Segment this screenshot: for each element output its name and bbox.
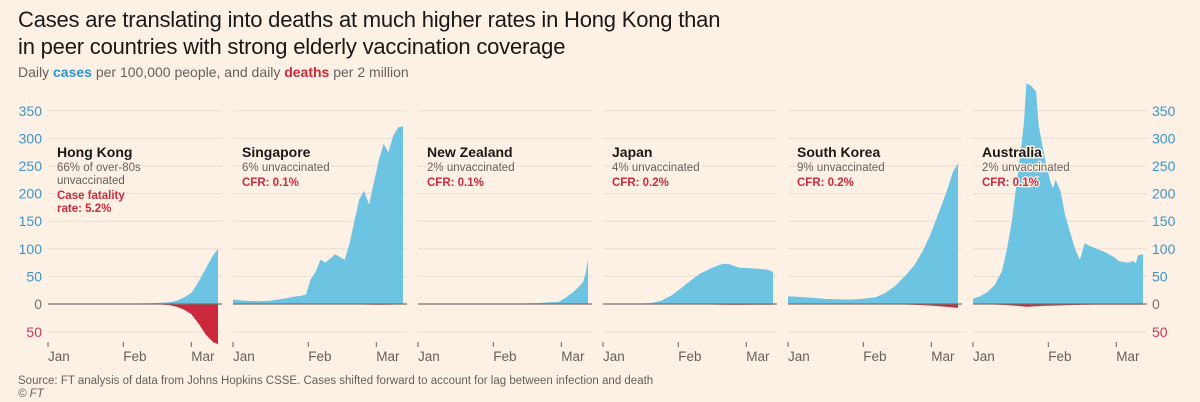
- panel-title: South Korea: [797, 144, 880, 160]
- y-tick-label-right: 50: [1152, 268, 1168, 284]
- panel-cfr-label: CFR: 0.1%: [242, 177, 299, 189]
- subtitle-deaths-keyword: deaths: [284, 64, 330, 80]
- panel-vaccination-note: 9% unvaccinated: [797, 162, 885, 174]
- x-tick-label: Feb: [678, 349, 701, 364]
- y-tick-label-left: 150: [19, 213, 43, 229]
- x-tick-label: Mar: [746, 349, 770, 364]
- subtitle-suffix: per 2 million: [329, 64, 409, 80]
- x-tick-label: Jan: [788, 349, 810, 364]
- x-tick-label: Jan: [48, 349, 70, 364]
- y-tick-label-left: 0: [34, 296, 42, 312]
- panel-cfr-label: Case fatality: [57, 190, 125, 202]
- y-tick-label-left: 200: [19, 186, 43, 202]
- x-tick-label: Mar: [931, 349, 955, 364]
- x-tick-label: Jan: [973, 349, 995, 364]
- death-tick-label-left: 50: [26, 324, 42, 340]
- cases-area-australia: [973, 83, 1143, 304]
- x-tick-label: Jan: [603, 349, 625, 364]
- panel-vaccination-note: unvaccinated: [57, 175, 125, 187]
- y-tick-label-left: 50: [26, 268, 42, 284]
- x-tick-label: Feb: [863, 349, 886, 364]
- panel-vaccination-note: 66% of over-80s: [57, 162, 141, 174]
- death-tick-label-right: 50: [1152, 324, 1168, 340]
- cases-area-japan: [603, 263, 773, 304]
- y-tick-label-right: 0: [1152, 296, 1160, 312]
- deaths-area-australia: [973, 304, 1143, 307]
- y-tick-label-left: 250: [19, 158, 43, 174]
- y-tick-label-left: 300: [19, 130, 43, 146]
- x-tick-label: Jan: [418, 349, 440, 364]
- area-series: [48, 83, 1143, 345]
- y-tick-label-left: 100: [19, 241, 43, 257]
- x-tick-label: Feb: [493, 349, 516, 364]
- x-tick-label: Mar: [191, 349, 215, 364]
- panel-title: Australia: [982, 144, 1042, 160]
- panel-vaccination-note: 6% unvaccinated: [242, 162, 330, 174]
- cases-area-singapore: [233, 126, 403, 304]
- x-tick-label: Feb: [308, 349, 331, 364]
- copyright: © FT: [18, 388, 44, 400]
- deaths-area-hong-kong: [48, 304, 218, 345]
- panel-vaccination-note: 2% unvaccinated: [427, 162, 515, 174]
- panel-cfr-label: CFR: 0.2%: [612, 177, 669, 189]
- cases-area-hong-kong: [48, 248, 218, 304]
- panel-vaccination-note: 4% unvaccinated: [612, 162, 700, 174]
- y-tick-label-right: 300: [1152, 130, 1176, 146]
- panel-cfr-label: CFR: 0.1%: [982, 177, 1039, 189]
- x-tick-label: Feb: [123, 349, 146, 364]
- x-tick-label: Mar: [561, 349, 585, 364]
- x-tick-label: Mar: [376, 349, 400, 364]
- cases-area-new-zealand: [418, 258, 588, 304]
- subtitle-middle: per 100,000 people, and daily: [91, 64, 285, 80]
- y-tick-label-right: 250: [1152, 158, 1176, 174]
- y-tick-label-right: 350: [1152, 103, 1176, 119]
- subtitle-cases-keyword: cases: [53, 64, 92, 80]
- panel-cfr-label: rate: 5.2%: [57, 203, 111, 215]
- subtitle-prefix: Daily: [18, 64, 54, 80]
- footer: Source: FT analysis of data from Johns H…: [18, 375, 653, 401]
- source-note: Source: FT analysis of data from Johns H…: [18, 375, 654, 387]
- chart-title: Cases are translating into deaths at muc…: [18, 7, 721, 59]
- panel-title: Singapore: [242, 144, 311, 160]
- x-tick-label: Mar: [1116, 349, 1140, 364]
- cases-area-south-korea: [788, 163, 958, 304]
- panel-title: New Zealand: [427, 144, 513, 160]
- panel-title: Japan: [612, 144, 652, 160]
- y-tick-label-right: 200: [1152, 186, 1176, 202]
- x-tick-label: Feb: [1048, 349, 1071, 364]
- panel-vaccination-note: 2% unvaccinated: [982, 162, 1070, 174]
- x-tick-label: Jan: [233, 349, 255, 364]
- panel-cfr-label: CFR: 0.2%: [797, 177, 854, 189]
- y-tick-label-right: 100: [1152, 241, 1176, 257]
- panel-cfr-label: CFR: 0.1%: [427, 177, 484, 189]
- chart-subtitle: Daily cases per 100,000 people, and dail…: [18, 64, 409, 80]
- y-tick-label-left: 350: [19, 103, 43, 119]
- panel-title: Hong Kong: [57, 144, 132, 160]
- axes: 0 0 50 50 100 100 150 150 200 200 250 250 300 300 350 3…: [19, 103, 1176, 364]
- y-tick-label-right: 150: [1152, 213, 1176, 229]
